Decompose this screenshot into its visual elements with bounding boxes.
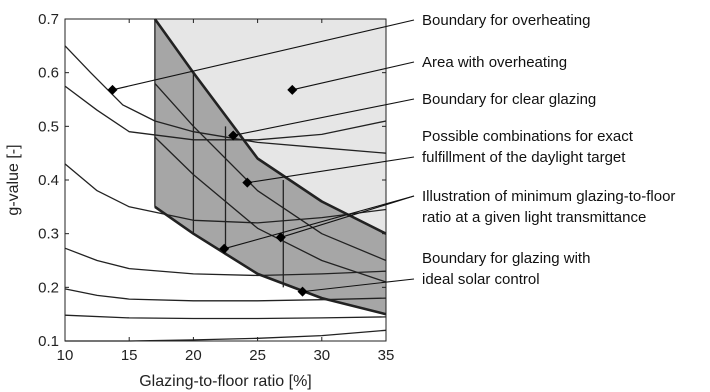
annotation-marker [219,243,230,254]
y-tick-label: 0.7 [38,11,59,28]
annotation-text: Area with overheating [422,54,567,71]
annotation-text: fulfillment of the daylight target [422,149,626,166]
annotation-leader-line [247,156,415,184]
possible-combinations-area [154,19,386,315]
annotation-text: Boundary for overheating [422,12,590,29]
y-tick-label: 0.5 [38,118,59,135]
overheating-area [65,19,386,234]
y-tick-label: 0.1 [38,333,59,350]
annotation-text: Possible combinations for exact [422,128,634,145]
series-line-5 [64,288,387,302]
axis-ticks: 10 15 20 25 30 35 0.1 0.2 0.3 0.4 0.5 0.6 0.7 [38,11,394,364]
series-lines [64,18,387,342]
annotation-leader-line [233,98,415,136]
annotation-marker [107,84,118,95]
annotation-marker [228,130,239,141]
shaded-regions [65,19,386,315]
x-tick-label: 10 [57,347,74,364]
y-axis-label: g-value [-] [5,144,22,215]
annotation-marker [287,84,298,95]
series-line-1 [64,45,387,154]
x-tick-label: 25 [249,347,266,364]
annotation-marker [297,286,308,297]
annotation-leader-line [302,278,415,293]
series-line-10 [154,82,387,262]
series-line-11 [154,136,387,283]
annotation-text: Boundary for glazing with [422,250,590,267]
y-tick-label: 0.6 [38,65,59,82]
y-tick-label: 0.3 [38,226,59,243]
annotation-leader-line [292,61,415,91]
y-tick-label: 0.2 [38,279,59,296]
annotations: Boundary for overheating Area with overhe… [107,12,675,297]
annotation-leader-line [280,195,415,238]
series-line-8 [153,18,387,235]
x-axis-label: Glazing-to-floor ratio [%] [139,373,312,390]
annotation-marker [275,232,286,243]
x-tick-label: 35 [378,347,395,364]
annotation-text: ratio at a given light transmittance [422,209,646,226]
y-tick-label: 0.4 [38,172,59,189]
annotation-marker [242,177,253,188]
x-tick-label: 15 [121,347,138,364]
annotation-leader-line [112,19,415,91]
annotation-leader-line [224,195,415,250]
x-tick-label: 30 [313,347,330,364]
annotation-text: Boundary for clear glazing [422,91,596,108]
series-line-6 [64,314,387,320]
vertical-lines [154,19,284,288]
annotation-text: Illustration of minimum glazing-to-floor [422,188,675,205]
series-line-9 [154,205,387,316]
annotation-text: ideal solar control [422,271,540,288]
series-line-7 [65,329,387,342]
x-tick-label: 20 [185,347,202,364]
series-line-4 [64,247,387,277]
